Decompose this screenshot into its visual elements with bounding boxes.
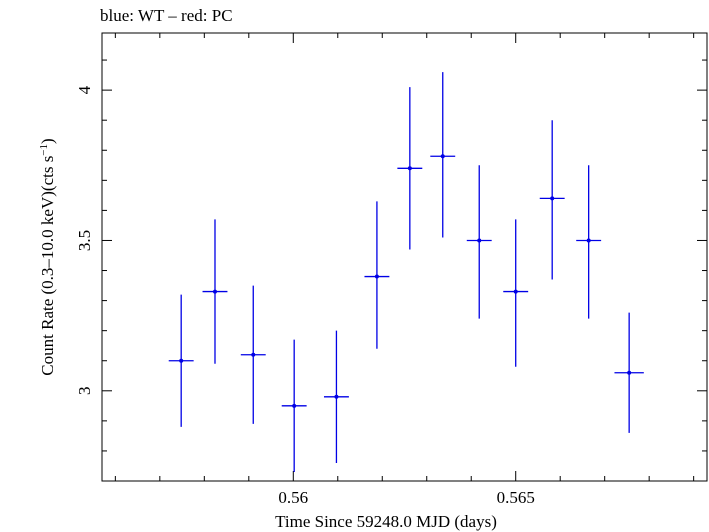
- axis-ticks: [102, 33, 707, 482]
- data-point: [364, 201, 390, 349]
- y-axis-label-close: ): [38, 138, 57, 144]
- point-marker: [550, 196, 555, 201]
- axis-tick-labels: 0.56 0.565 3 3.5 4: [75, 85, 535, 507]
- data-points: [168, 72, 644, 472]
- x-tick-label: 0.56: [278, 488, 308, 507]
- data-point: [466, 165, 492, 319]
- y-tick-label: 3: [75, 387, 94, 396]
- data-point: [539, 120, 565, 280]
- point-marker: [627, 370, 632, 375]
- point-marker: [513, 289, 518, 294]
- point-marker: [407, 166, 412, 171]
- data-point: [430, 72, 456, 238]
- data-point: [397, 87, 423, 250]
- data-point: [202, 219, 228, 364]
- y-tick-label: 4: [75, 85, 94, 94]
- data-point: [503, 219, 529, 367]
- x-axis-label: Time Since 59248.0 MJD (days): [275, 512, 497, 531]
- point-marker: [440, 154, 445, 159]
- x-tick-label: 0.565: [497, 488, 535, 507]
- point-marker: [477, 238, 482, 243]
- point-marker: [586, 238, 591, 243]
- point-marker: [212, 289, 217, 294]
- data-point: [240, 285, 266, 424]
- data-point: [576, 165, 602, 319]
- chart-title: blue: WT – red: PC: [100, 6, 233, 25]
- point-marker: [374, 274, 379, 279]
- data-point: [614, 312, 644, 433]
- point-marker: [292, 403, 297, 408]
- plot-frame: [101, 32, 708, 482]
- data-point: [323, 330, 349, 463]
- data-point: [168, 294, 194, 427]
- point-marker: [251, 352, 256, 357]
- point-marker: [334, 394, 339, 399]
- data-point: [281, 339, 307, 472]
- point-marker: [179, 358, 184, 363]
- y-axis-label: Count Rate (0.3–10.0 keV)(cts s−1): [38, 138, 57, 375]
- y-axis-label-main: Count Rate (0.3–10.0 keV)(cts s: [38, 156, 57, 376]
- y-axis-label-superscript: −1: [38, 144, 50, 156]
- y-tick-label: 3.5: [75, 230, 94, 251]
